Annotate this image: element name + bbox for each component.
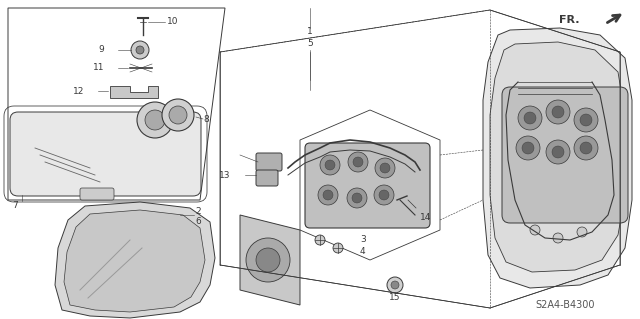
Text: 1: 1 (307, 27, 313, 36)
Circle shape (318, 185, 338, 205)
Circle shape (169, 106, 187, 124)
Circle shape (347, 188, 367, 208)
Text: S2A4-B4300: S2A4-B4300 (535, 300, 595, 310)
Circle shape (246, 238, 290, 282)
Polygon shape (240, 215, 300, 305)
Circle shape (546, 140, 570, 164)
Polygon shape (483, 28, 632, 288)
FancyBboxPatch shape (305, 143, 430, 228)
Circle shape (320, 155, 340, 175)
Polygon shape (64, 210, 205, 312)
Circle shape (391, 281, 399, 289)
Circle shape (348, 152, 368, 172)
Text: 14: 14 (420, 213, 431, 222)
Circle shape (323, 190, 333, 200)
Circle shape (546, 100, 570, 124)
Circle shape (574, 108, 598, 132)
Circle shape (352, 193, 362, 203)
FancyBboxPatch shape (256, 153, 282, 171)
Circle shape (516, 136, 540, 160)
Circle shape (162, 99, 194, 131)
Polygon shape (110, 86, 158, 98)
Circle shape (552, 146, 564, 158)
Text: 13: 13 (218, 170, 230, 180)
Circle shape (375, 158, 395, 178)
Circle shape (379, 190, 389, 200)
Text: 11: 11 (93, 63, 104, 72)
Circle shape (145, 110, 165, 130)
Text: 6: 6 (195, 218, 201, 226)
Circle shape (374, 185, 394, 205)
Text: 2: 2 (195, 207, 200, 217)
Text: 9: 9 (99, 46, 104, 55)
Circle shape (524, 112, 536, 124)
Circle shape (333, 243, 343, 253)
Circle shape (553, 233, 563, 243)
Circle shape (574, 136, 598, 160)
Circle shape (137, 102, 173, 138)
Text: 10: 10 (167, 18, 179, 26)
Text: 15: 15 (389, 293, 401, 302)
Text: 5: 5 (307, 40, 313, 48)
FancyBboxPatch shape (502, 87, 628, 223)
Text: 12: 12 (72, 86, 84, 95)
FancyBboxPatch shape (80, 188, 114, 200)
Text: 4: 4 (360, 248, 365, 256)
Circle shape (580, 142, 592, 154)
Text: 7: 7 (12, 201, 18, 210)
Circle shape (518, 106, 542, 130)
Text: 8: 8 (203, 115, 209, 124)
Circle shape (315, 235, 325, 245)
Circle shape (577, 227, 587, 237)
FancyBboxPatch shape (256, 170, 278, 186)
Circle shape (256, 248, 280, 272)
Text: FR.: FR. (559, 15, 580, 25)
Circle shape (580, 114, 592, 126)
Circle shape (136, 46, 144, 54)
FancyBboxPatch shape (10, 112, 201, 196)
Circle shape (380, 163, 390, 173)
Circle shape (353, 157, 363, 167)
Polygon shape (490, 42, 625, 272)
Circle shape (131, 41, 149, 59)
Circle shape (325, 160, 335, 170)
Polygon shape (55, 202, 215, 318)
Circle shape (552, 106, 564, 118)
Circle shape (387, 277, 403, 293)
Circle shape (522, 142, 534, 154)
Text: 3: 3 (360, 235, 365, 244)
Circle shape (530, 225, 540, 235)
